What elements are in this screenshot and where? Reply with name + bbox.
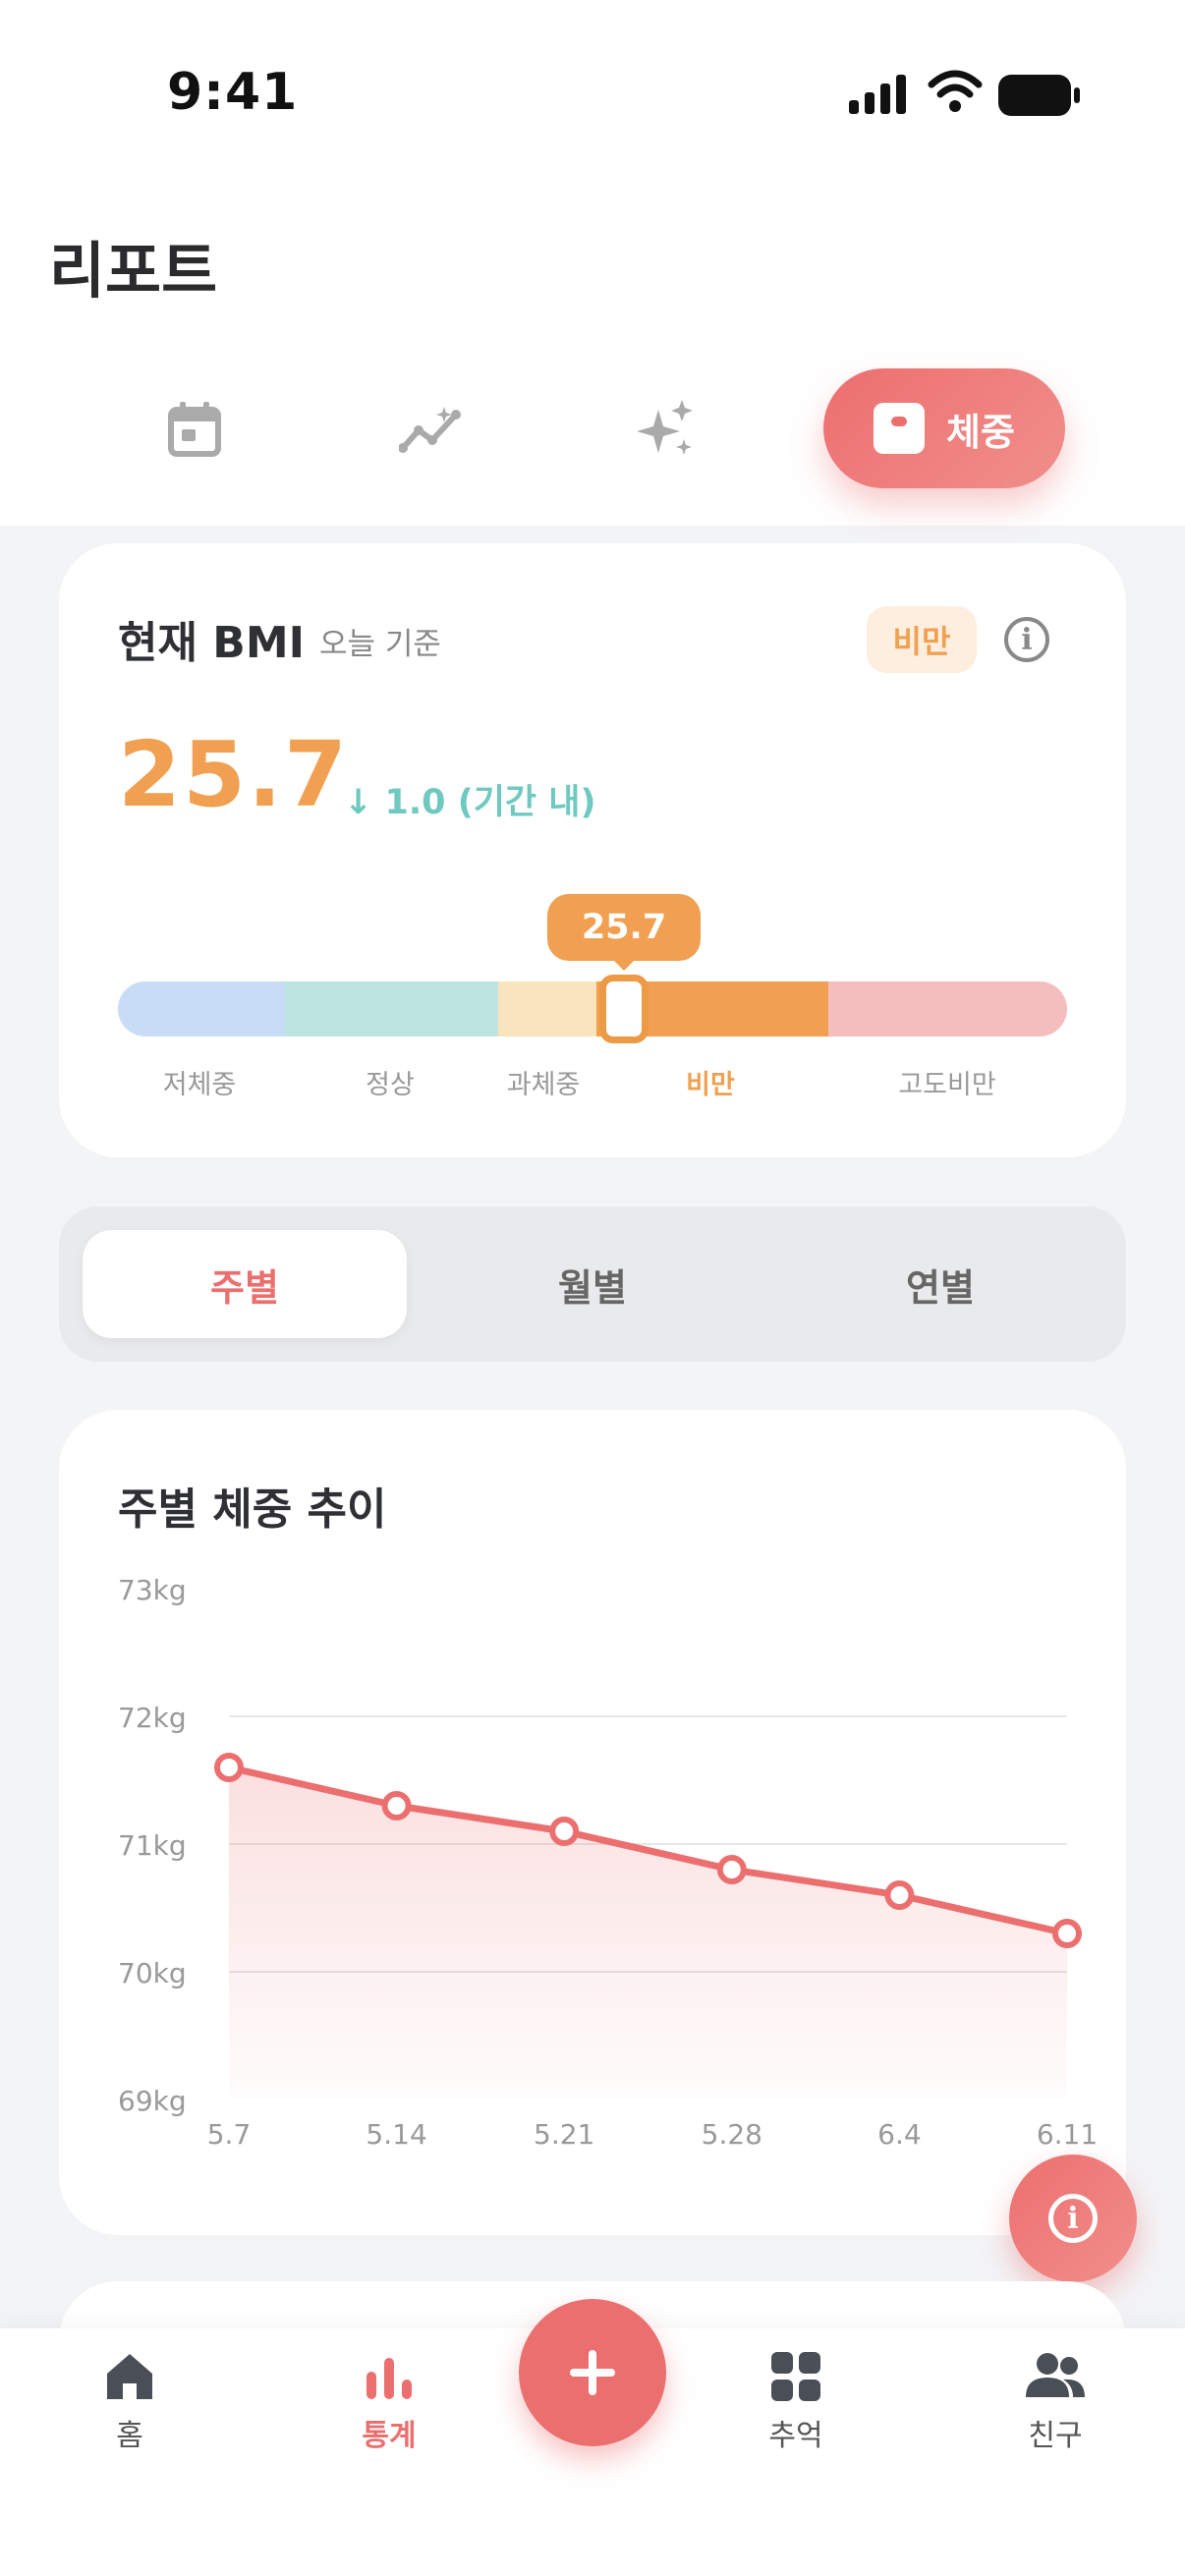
chart-series-line — [225, 1764, 1071, 1937]
cellular-signal-icon — [849, 75, 906, 114]
gauge-marker — [599, 975, 649, 1043]
tab-calendar[interactable] — [150, 385, 239, 474]
scale-icon — [874, 403, 926, 454]
friends-icon — [1026, 2353, 1085, 2397]
page-title: 리포트 — [49, 235, 218, 307]
chart-data-point[interactable] — [1052, 1919, 1082, 1948]
plus-icon — [570, 2350, 615, 2395]
nav-friends[interactable]: 친구 — [977, 2350, 1134, 2454]
chart-data-point[interactable] — [549, 1817, 580, 1846]
chart-title: 주별 체중 추이 — [118, 1484, 387, 1535]
x-tick-label: 5.14 — [366, 2118, 426, 2151]
nav-memories[interactable]: 추억 — [717, 2350, 875, 2454]
gauge-label-overweight: 과체중 — [506, 1070, 581, 1100]
chart-data-point[interactable] — [884, 1880, 915, 1910]
calendar-icon — [168, 402, 221, 457]
nav-home-label: 홈 — [116, 2419, 143, 2453]
x-tick-label: 5.7 — [207, 2118, 252, 2151]
period-tab-monthly[interactable]: 월별 — [558, 1265, 627, 1310]
bmi-delta: ↓ 1.0 (기간 내) — [344, 783, 596, 822]
tab-weight-label: 체중 — [946, 410, 1015, 454]
gauge-label-obese: 비만 — [686, 1070, 735, 1100]
bmi-gauge — [118, 981, 1067, 1036]
sparkle-icon — [637, 400, 693, 455]
bmi-value: 25.7 — [118, 722, 349, 827]
nav-memories-label: 추억 — [768, 2419, 823, 2453]
nav-stats[interactable]: 통계 — [310, 2350, 468, 2454]
gauge-label-underweight: 저체중 — [162, 1070, 237, 1100]
chart-area-fill — [229, 1767, 1067, 2100]
gauge-label-normal: 정상 — [366, 1070, 415, 1100]
bmi-title: 현재 BMI — [118, 618, 305, 668]
add-button[interactable] — [519, 2299, 666, 2446]
status-bar — [0, 0, 1185, 192]
wifi-icon — [928, 70, 983, 112]
bmi-status-badge: 비만 — [867, 606, 977, 673]
status-time: 9:41 — [167, 63, 299, 122]
gauge-value-bubble: 25.7 — [547, 894, 701, 971]
tab-weight[interactable]: 체중 — [823, 368, 1065, 488]
chart-data-point[interactable] — [716, 1855, 747, 1884]
bmi-subtitle: 오늘 기준 — [319, 627, 441, 662]
y-tick-label: 72kg — [118, 1702, 187, 1734]
y-tick-label: 73kg — [118, 1574, 187, 1606]
weight-line-chart: 73kg 72kg 71kg 70kg 69kg 5.7 5.14 5.21 5.28 6.4 6… — [118, 1574, 1098, 2151]
home-icon — [107, 2354, 152, 2399]
gauge-segment-normal — [285, 981, 498, 1036]
grid-icon — [771, 2352, 820, 2401]
chart-data-point[interactable] — [214, 1753, 244, 1782]
gauge-label-severe: 고도비만 — [898, 1070, 996, 1100]
period-tab-yearly[interactable]: 연별 — [906, 1265, 975, 1310]
x-tick-label: 5.21 — [534, 2118, 594, 2151]
info-icon[interactable]: i — [1004, 617, 1049, 662]
y-tick-label: 71kg — [118, 1829, 187, 1862]
info-icon: i — [1048, 2194, 1098, 2243]
y-tick-label: 69kg — [118, 2085, 187, 2117]
battery-icon — [998, 75, 1080, 116]
x-tick-label: 6.4 — [877, 2118, 922, 2151]
gauge-segment-overweight — [498, 981, 596, 1036]
chart-data-point[interactable] — [381, 1791, 412, 1820]
gauge-segment-underweight — [118, 981, 285, 1036]
nav-friends-label: 친구 — [1028, 2419, 1083, 2453]
x-tick-label: 5.28 — [702, 2118, 762, 2151]
x-tick-label: 6.11 — [1037, 2118, 1098, 2151]
period-tab-weekly[interactable]: 주별 — [83, 1230, 407, 1338]
y-tick-label: 70kg — [118, 1957, 187, 1989]
tab-sparkle[interactable] — [622, 385, 710, 474]
stats-icon — [367, 2358, 412, 2399]
trend-icon — [399, 407, 461, 453]
tab-trend[interactable] — [386, 385, 475, 474]
nav-stats-label: 통계 — [362, 2419, 417, 2453]
info-fab-button[interactable]: i — [1009, 2155, 1137, 2282]
gauge-segment-severe — [828, 981, 1067, 1036]
nav-home[interactable]: 홈 — [51, 2350, 208, 2454]
